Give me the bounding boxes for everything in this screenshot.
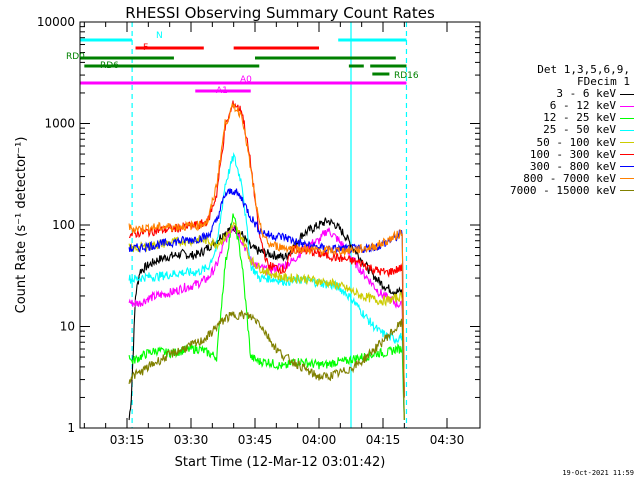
legend-swatch [620,142,634,144]
legend-entry: 6 - 12 keV [484,100,634,112]
x-tick-label: 03:15 [110,433,145,447]
series-line [128,151,405,421]
legend-label: 25 - 50 keV [543,123,616,137]
series-line [128,100,405,398]
legend-entry: 7000 - 15000 keV [484,183,634,197]
legend-label: 300 - 800 keV [529,159,616,173]
y-tick-label: 10000 [37,15,75,29]
legend-entry: 800 - 7000 keV [484,171,634,185]
chart-title: RHESSI Observing Summary Count Rates [125,4,435,22]
legend-swatch [620,105,634,107]
x-tick-label: 03:30 [174,433,209,447]
x-tick-label: 03:45 [238,433,273,447]
x-tick-label: 04:15 [366,433,401,447]
flag-bar-label: F [143,43,148,53]
legend-swatch [620,93,634,95]
legend-entry: 12 - 25 keV [484,112,634,124]
flag-bar-label: RD6 [100,61,119,71]
flag-bar-label: A1 [216,86,228,96]
legend-swatch [620,117,634,119]
legend-entry: 3 - 6 keV [484,88,634,100]
flag-bar-label: RD0 [66,52,85,62]
timestamp: 19-Oct-2021 11:59 [562,469,634,477]
legend-label: 800 - 7000 keV [523,171,616,185]
x-axis-label: Start Time (12-Mar-12 03:01:42) [175,455,386,470]
y-tick-label: 10 [60,320,75,334]
legend-swatch [620,178,634,180]
x-tick-label: 04:00 [302,433,337,447]
series-line [128,221,405,421]
y-tick-label: 1 [67,421,75,435]
legend-label: 100 - 300 keV [529,147,616,161]
legend-label: 50 - 100 keV [536,135,616,149]
flag-bar-label: N [156,31,163,41]
legend-entry: 50 - 100 keV [484,135,634,149]
flag-bar-label: A0 [240,75,252,85]
series-line [128,309,405,421]
legend-label: 12 - 25 keV [543,111,616,125]
legend-swatch [620,190,634,192]
legend-label: 6 - 12 keV [549,99,616,113]
legend-entry: 100 - 300 keV [484,147,634,161]
legend-header: Det 1,3,5,6,9, [537,63,630,76]
x-tick-label: 04:30 [430,433,465,447]
flag-bar-label: RD16 [394,71,419,81]
series-line [128,217,405,421]
y-tick-label: 100 [52,218,75,232]
legend-label: 7000 - 15000 keV [510,183,616,197]
series-line [128,102,405,398]
legend-label: 3 - 6 keV [556,87,616,101]
legend-swatch [620,154,634,156]
legend-entry: 300 - 800 keV [484,159,634,173]
legend-header: FDecim 1 [577,75,630,89]
y-axis-label: Count Rate (s⁻¹ detector⁻¹) [14,137,29,314]
legend-swatch [620,166,634,168]
legend-entry: 25 - 50 keV [484,124,634,136]
y-tick-label: 1000 [44,117,75,131]
legend-swatch [620,130,634,132]
